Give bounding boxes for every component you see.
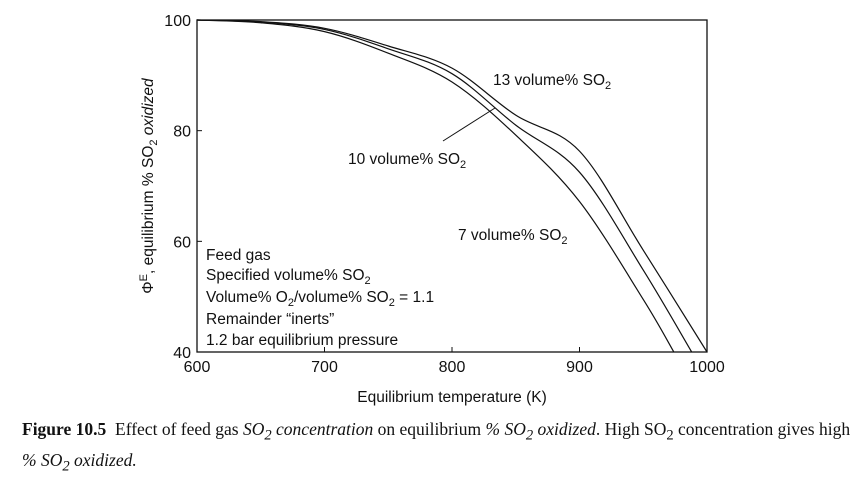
leader-line: [442, 107, 496, 142]
x-tick-label: 600: [184, 359, 211, 376]
x-tick-label: 900: [566, 359, 593, 376]
x-axis-label: Equilibrium temperature (K): [357, 389, 547, 406]
figure-caption: Figure 10.5 Effect of feed gas SO2 conce…: [22, 419, 851, 474]
feed-gas-annotation: Feed gas Specified volume% SO2 Volume% O…: [206, 247, 434, 349]
y-tick-label: 100: [164, 13, 191, 30]
y-tick-label: 40: [173, 345, 191, 362]
series-label-13: 13 volume% SO2: [493, 72, 611, 92]
series-line-7pct: [196, 19, 675, 353]
annotation-line: Feed gas: [206, 247, 271, 264]
series-label-10: 10 volume% SO2: [348, 151, 466, 171]
x-tick-label: 700: [311, 359, 338, 376]
x-tick-label: 800: [439, 359, 466, 376]
series-label-7: 7 volume% SO2: [458, 227, 568, 247]
series-line-10pct: [196, 19, 693, 353]
y-tick-label: 80: [173, 124, 191, 141]
annotation-line: Volume% O2/volume% SO2 = 1.1: [206, 289, 434, 309]
x-tick-label: 1000: [689, 359, 725, 376]
annotation-line: Remainder “inerts”: [206, 311, 334, 328]
series-line-13pct: [196, 19, 708, 353]
annotation-line: Specified volume% SO2: [206, 267, 371, 287]
y-axis-label: ΦE, equilibrium % SO2 oxidized: [138, 77, 160, 294]
annotation-line: 1.2 bar equilibrium pressure: [206, 332, 398, 349]
y-tick-label: 60: [173, 234, 191, 251]
